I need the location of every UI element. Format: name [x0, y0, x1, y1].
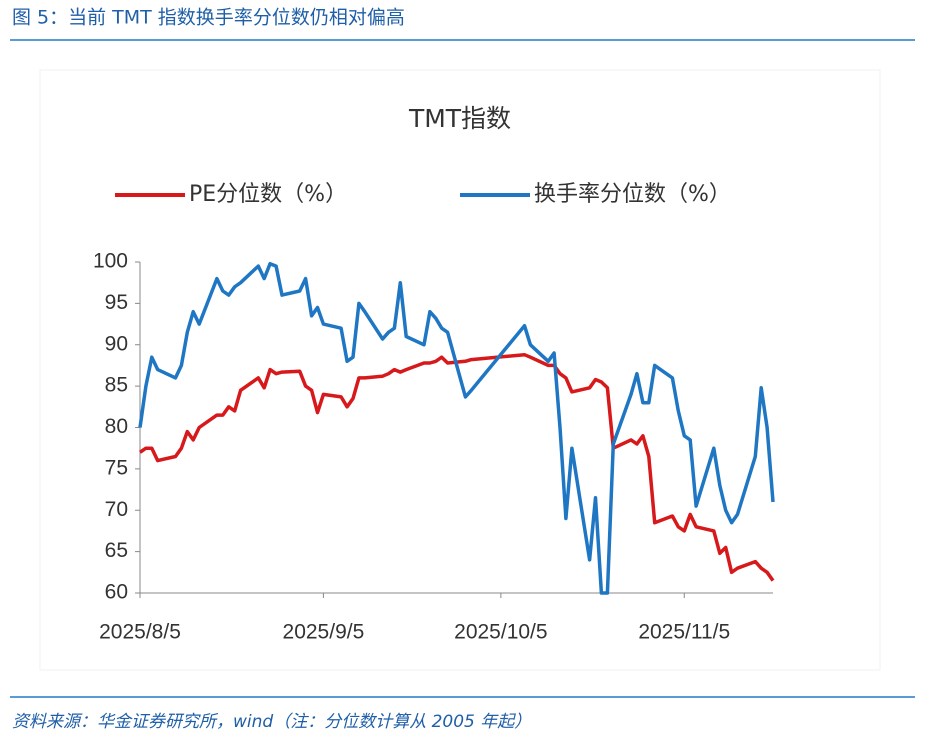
legend-label: PE分位数（%） [189, 182, 347, 207]
figure-title: 图 5：当前 TMT 指数换手率分位数仍相对偏高 [12, 7, 405, 29]
x-tick-label: 2025/8/5 [99, 621, 181, 644]
chart-title: TMT指数 [408, 104, 511, 133]
y-tick-label: 95 [105, 291, 128, 314]
y-tick-label: 85 [105, 374, 128, 397]
y-tick-label: 100 [93, 250, 128, 273]
x-tick-label: 2025/11/5 [638, 621, 730, 644]
x-tick-label: 2025/10/5 [454, 621, 547, 644]
y-tick-label: 70 [105, 498, 128, 521]
y-tick-label: 60 [105, 581, 128, 604]
y-tick-label: 80 [105, 415, 128, 438]
chart-frame [39, 69, 881, 671]
legend-label: 换手率分位数（%） [534, 182, 731, 207]
source-note: 资料来源：华金证券研究所，wind（注：分位数计算从 2005 年起） [12, 712, 531, 732]
x-tick-label: 2025/9/5 [283, 621, 365, 644]
y-tick-label: 65 [105, 539, 128, 562]
y-tick-label: 90 [105, 332, 128, 355]
series-line [138, 261, 775, 595]
series-line [139, 352, 775, 582]
y-tick-label: 75 [105, 456, 128, 479]
